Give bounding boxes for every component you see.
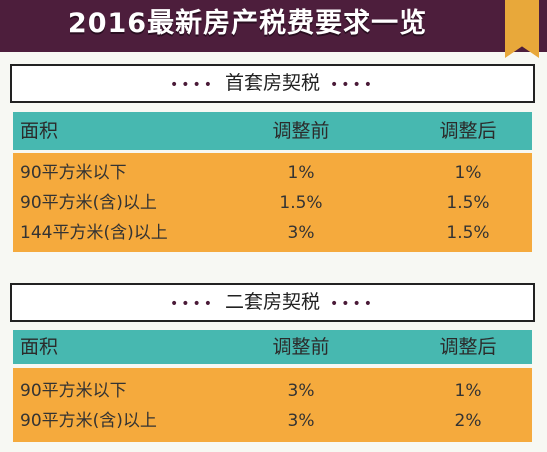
- column-header-before: 调整前: [272, 336, 330, 358]
- dots-decoration-left: ••••: [169, 77, 215, 93]
- column-header-area: 面积: [20, 336, 59, 358]
- cell-after: 2%: [454, 411, 482, 431]
- dots-decoration-right: ••••: [330, 296, 376, 312]
- column-header-area: 面积: [20, 120, 59, 142]
- table-row: 90平方米以下 1% 1%: [13, 158, 532, 188]
- dots-decoration-left: ••••: [169, 296, 215, 312]
- cell-area: 90平方米(含)以上: [20, 193, 157, 213]
- page-title: 2016最新房产税费要求一览: [67, 8, 428, 39]
- cell-before: 3%: [287, 381, 315, 401]
- cell-before: 1.5%: [279, 193, 323, 213]
- table-row: 90平方米(含)以上 3% 2%: [13, 406, 532, 436]
- cell-after: 1%: [454, 381, 482, 401]
- cell-area: 90平方米以下: [20, 381, 127, 401]
- table-body-first-home: 90平方米以下 1% 1% 90平方米(含)以上 1.5% 1.5% 144平方…: [13, 153, 532, 252]
- column-header-before: 调整前: [272, 120, 330, 142]
- cell-after: 1.5%: [446, 223, 490, 243]
- cell-area: 90平方米以下: [20, 163, 127, 183]
- table-row: 90平方米(含)以上 1.5% 1.5%: [13, 188, 532, 218]
- cell-area: 90平方米(含)以上: [20, 411, 157, 431]
- cell-before: 3%: [287, 223, 315, 243]
- table-row: 90平方米以下 3% 1%: [13, 376, 532, 406]
- column-header-after: 调整后: [439, 120, 497, 142]
- section-heading-second-home: •••• 二套房契税 ••••: [10, 283, 535, 322]
- cell-area: 144平方米(含)以上: [20, 223, 168, 243]
- table-row: 144平方米(含)以上 3% 1.5%: [13, 218, 532, 248]
- title-banner: 2016最新房产税费要求一览: [0, 0, 547, 52]
- cell-before: 1%: [287, 163, 315, 183]
- column-header-after: 调整后: [439, 336, 497, 358]
- table-header-row: 面积 调整前 调整后: [13, 330, 532, 364]
- section-heading-text: 二套房契税: [224, 291, 320, 313]
- cell-before: 3%: [287, 411, 315, 431]
- cell-after: 1%: [454, 163, 482, 183]
- cell-after: 1.5%: [446, 193, 490, 213]
- table-body-second-home: 90平方米以下 3% 1% 90平方米(含)以上 3% 2%: [13, 368, 532, 442]
- section-heading-first-home: •••• 首套房契税 ••••: [10, 64, 535, 103]
- table-header-row: 面积 调整前 调整后: [13, 112, 532, 150]
- dots-decoration-right: ••••: [330, 77, 376, 93]
- section-heading-text: 首套房契税: [224, 72, 320, 94]
